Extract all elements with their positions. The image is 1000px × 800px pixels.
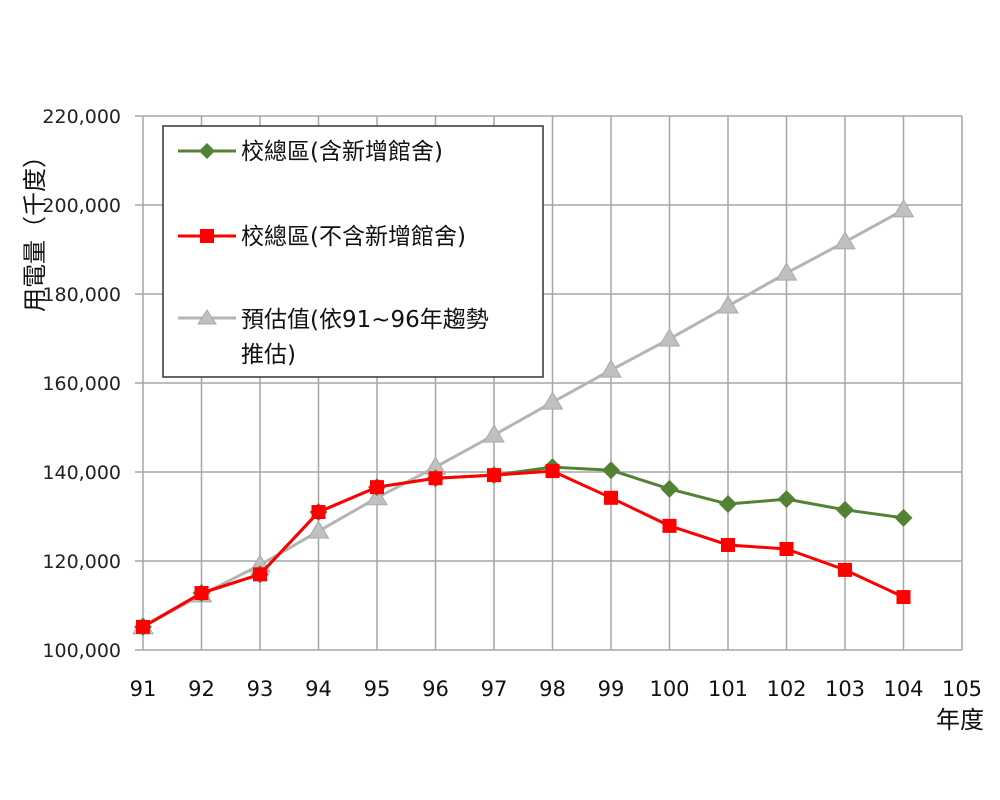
square-marker-icon [370, 480, 384, 495]
square-marker-icon [545, 464, 560, 479]
diamond-marker-icon [660, 479, 679, 498]
square-marker-icon [311, 505, 326, 520]
legend-item-estimate: 預估值(依91~96年趨勢 推估) [178, 307, 489, 368]
legend-item-without-new-buildings: 校總區(不含新增館舍) [178, 224, 466, 250]
square-marker-icon [838, 562, 852, 577]
y-tick-label: 180,000 [42, 284, 121, 306]
x-tick-label: 100 [649, 677, 689, 701]
x-tick-label: 94 [305, 677, 332, 701]
square-marker-icon [253, 567, 267, 582]
legend: 校總區(含新增館舍) 校總區(不含新增館舍) 預估值(依91~96年趨勢 推估) [162, 125, 544, 378]
square-marker-icon [428, 471, 443, 486]
y-tick-label: 140,000 [42, 462, 121, 484]
triangle-marker-icon [366, 486, 388, 506]
legend-label: 校總區(含新增館舍) [241, 139, 443, 165]
square-marker-icon [896, 590, 911, 605]
x-tick-label: 92 [188, 677, 215, 701]
x-tick-label: 102 [766, 677, 806, 701]
legend-box [162, 125, 544, 378]
triangle-marker-icon [834, 230, 856, 250]
x-axis-ticks: 91 92 93 94 95 96 97 98 99 100 101 102 103 104 105 [130, 677, 982, 701]
series-line [142, 208, 905, 629]
square-marker-icon [200, 229, 214, 243]
diamond-marker-icon [836, 500, 854, 519]
x-tick-label: 91 [130, 677, 157, 701]
series-diamond [134, 458, 913, 636]
y-tick-label: 120,000 [42, 551, 121, 573]
x-tick-label: 103 [825, 677, 865, 701]
x-tick-label: 99 [598, 677, 625, 701]
diamond-marker-icon [602, 461, 620, 480]
series-line [142, 469, 905, 629]
triangle-marker-icon [541, 391, 564, 410]
x-axis-title: 年度 [936, 706, 984, 734]
triangle-marker-icon [197, 309, 217, 325]
y-tick-label: 220,000 [42, 106, 121, 128]
y-axis-title: 用電量（千度） [21, 144, 49, 312]
square-marker-icon [779, 541, 794, 556]
y-tick-label: 160,000 [42, 373, 121, 395]
series-square [136, 464, 911, 634]
triangle-marker-icon [775, 262, 798, 281]
legend-item-with-new-buildings: 校總區(含新增館舍) [178, 139, 443, 165]
data-series [132, 198, 915, 636]
x-tick-label: 93 [247, 677, 274, 701]
square-marker-icon [136, 619, 150, 634]
diamond-marker-icon [199, 143, 215, 159]
legend-label: 校總區(不含新增館舍) [241, 224, 466, 250]
x-tick-label: 95 [364, 677, 391, 701]
diamond-marker-icon [719, 495, 737, 514]
triangle-marker-icon [717, 295, 739, 314]
x-tick-label: 98 [539, 677, 566, 701]
y-axis-title-text: 用電量（千度） [21, 144, 49, 312]
triangle-marker-icon [658, 327, 681, 347]
diamond-marker-icon [894, 508, 913, 527]
square-marker-icon [721, 537, 735, 552]
square-marker-icon [487, 468, 501, 483]
x-tick-label: 104 [883, 677, 923, 701]
diamond-marker-icon [777, 490, 796, 509]
x-tick-label: 96 [422, 677, 449, 701]
y-tick-label: 200,000 [42, 195, 121, 217]
square-marker-icon [662, 518, 677, 533]
x-tick-label: 97 [481, 677, 508, 701]
x-tick-label: 101 [708, 677, 748, 701]
legend-label: 預估值(依91~96年趨勢 [241, 307, 489, 333]
y-axis-ticks: 100,000 120,000 140,000 160,000 180,000 200,0… [42, 106, 121, 662]
y-tick-label: 100,000 [42, 640, 121, 662]
x-tick-label: 105 [942, 677, 982, 701]
square-marker-icon [604, 490, 618, 505]
triangle-marker-icon [307, 520, 330, 539]
triangle-marker-icon [483, 424, 505, 443]
triangle-marker-icon [892, 198, 915, 218]
triangle-marker-icon [600, 359, 622, 378]
legend-label-continued: 推估) [241, 342, 296, 368]
square-marker-icon [194, 586, 209, 601]
